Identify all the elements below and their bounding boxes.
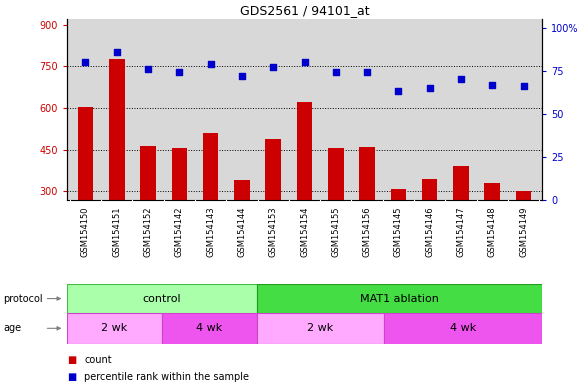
Text: 4 wk: 4 wk <box>450 323 476 333</box>
Text: age: age <box>3 323 21 333</box>
Point <box>394 88 403 94</box>
Text: protocol: protocol <box>3 293 42 304</box>
Text: 2 wk: 2 wk <box>307 323 334 333</box>
Text: GSM154146: GSM154146 <box>425 207 434 257</box>
Bar <box>67 284 257 313</box>
Bar <box>297 103 312 275</box>
Text: GSM154145: GSM154145 <box>394 207 403 257</box>
Text: GSM154149: GSM154149 <box>519 207 528 257</box>
Point <box>425 85 434 91</box>
Text: ■: ■ <box>67 355 76 365</box>
Text: GSM154156: GSM154156 <box>362 207 372 257</box>
Bar <box>422 179 437 275</box>
Bar <box>67 313 162 344</box>
Text: GSM154152: GSM154152 <box>144 207 153 257</box>
Text: GSM154148: GSM154148 <box>488 207 496 257</box>
Text: control: control <box>143 293 181 304</box>
Text: count: count <box>84 355 112 365</box>
Text: GSM154151: GSM154151 <box>113 207 121 257</box>
Bar <box>359 147 375 275</box>
Bar <box>162 313 257 344</box>
Text: GSM154154: GSM154154 <box>300 207 309 257</box>
Point <box>456 76 466 83</box>
Bar <box>140 146 156 275</box>
Bar <box>328 148 343 275</box>
Text: GSM154144: GSM154144 <box>237 207 246 257</box>
Bar <box>109 60 125 275</box>
Text: GSM154155: GSM154155 <box>331 207 340 257</box>
Text: GSM154147: GSM154147 <box>456 207 465 257</box>
Point <box>300 59 309 65</box>
Point <box>143 66 153 72</box>
Text: GSM154150: GSM154150 <box>81 207 90 257</box>
Bar <box>234 180 250 275</box>
Text: 2 wk: 2 wk <box>101 323 128 333</box>
Point <box>488 81 497 88</box>
Bar <box>390 189 406 275</box>
Bar <box>453 166 469 275</box>
Bar <box>257 313 384 344</box>
Bar <box>384 313 542 344</box>
Bar <box>484 183 500 275</box>
Bar <box>78 107 93 275</box>
Point <box>519 83 528 89</box>
Text: ■: ■ <box>67 372 76 382</box>
Point <box>362 70 372 76</box>
Point <box>206 61 215 67</box>
Text: GSM154153: GSM154153 <box>269 207 278 257</box>
Point <box>269 64 278 70</box>
Bar <box>266 139 281 275</box>
Text: GSM154142: GSM154142 <box>175 207 184 257</box>
Bar <box>516 191 531 275</box>
Text: MAT1 ablation: MAT1 ablation <box>360 293 439 304</box>
Bar <box>257 284 542 313</box>
Title: GDS2561 / 94101_at: GDS2561 / 94101_at <box>240 3 369 17</box>
Point <box>81 59 90 65</box>
Text: GSM154143: GSM154143 <box>206 207 215 257</box>
Text: percentile rank within the sample: percentile rank within the sample <box>84 372 249 382</box>
Point <box>237 73 246 79</box>
Bar <box>203 133 219 275</box>
Point <box>112 49 121 55</box>
Point <box>331 70 340 76</box>
Text: 4 wk: 4 wk <box>196 323 223 333</box>
Point <box>175 70 184 76</box>
Bar <box>172 148 187 275</box>
